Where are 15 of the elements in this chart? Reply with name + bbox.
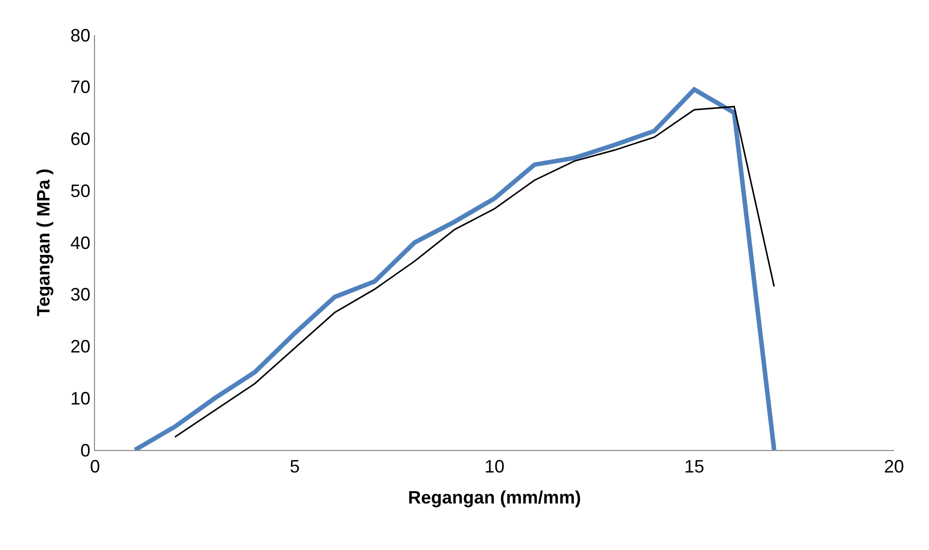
x-tick-label: 20	[884, 456, 904, 477]
y-tick-label: 70	[70, 77, 90, 98]
x-tick-label: 15	[684, 456, 704, 477]
x-tick-label: 5	[290, 456, 300, 477]
y-axis-title: Tegangan ( MPa )	[34, 168, 54, 316]
y-tick-label: 10	[70, 388, 90, 408]
x-tick-label: 10	[484, 456, 505, 477]
y-tick-label: 60	[70, 129, 90, 150]
y-tick-label: 80	[70, 25, 90, 46]
y-tick-label: 0	[80, 440, 90, 460]
x-axis-title: Regangan (mm/mm)	[408, 488, 582, 508]
y-tick-label: 30	[70, 284, 90, 305]
y-tick-label: 50	[70, 180, 90, 201]
y-tick-label: 40	[70, 232, 90, 253]
y-tick-label: 20	[70, 336, 90, 357]
